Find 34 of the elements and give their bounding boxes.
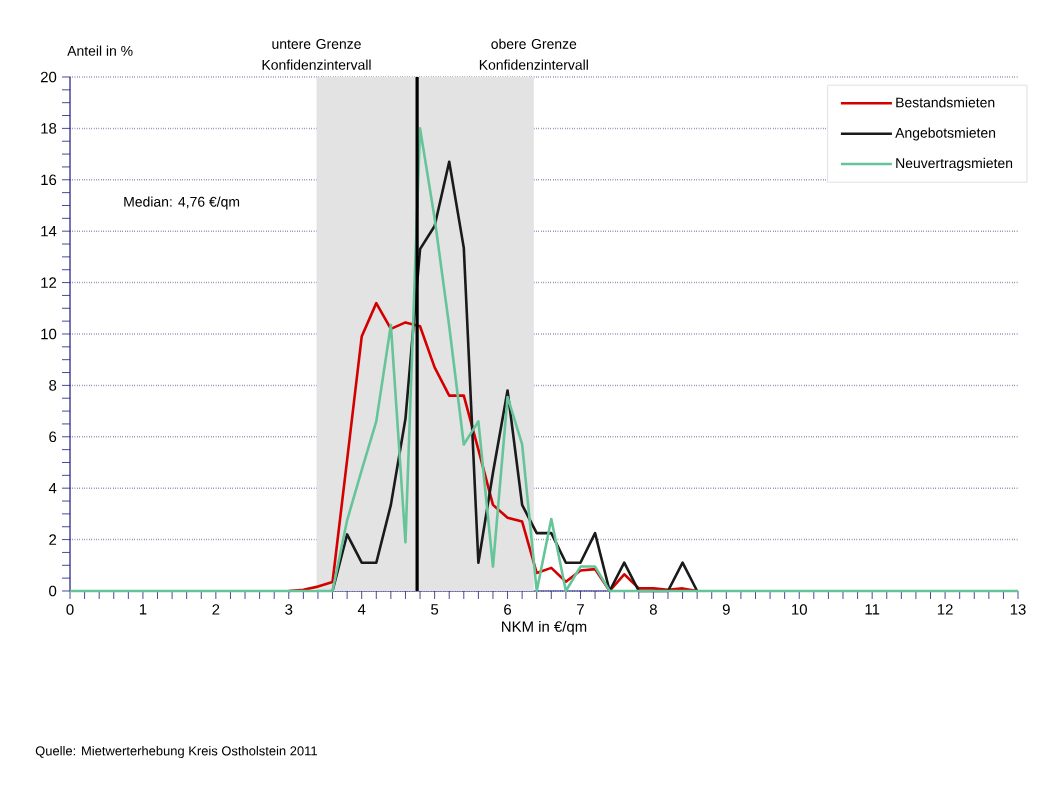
x-tick-label: 6 xyxy=(504,604,512,615)
annotation: untere Grenze Konfidenzintervall xyxy=(262,38,371,70)
y-axis-title: Anteil in % xyxy=(67,45,133,56)
x-tick-label: 7 xyxy=(577,604,584,615)
annotation: obere Grenze Konfidenzintervall xyxy=(479,38,588,70)
x-tick-label: 8 xyxy=(649,604,657,615)
legend-label: Bestandsmieten xyxy=(896,97,995,108)
x-tick-label: 10 xyxy=(792,604,807,615)
x-axis-title: NKM in €/qm xyxy=(502,620,587,635)
y-tick-label: 20 xyxy=(40,71,57,83)
x-tick-label: 4 xyxy=(357,604,366,615)
x-tick-label: 11 xyxy=(865,604,880,615)
y-tick-label: 14 xyxy=(41,226,57,237)
y-tick-label: 8 xyxy=(49,380,57,391)
y-tick-label: 10 xyxy=(41,328,57,340)
source-note: Quelle: Mietwerterhebung Kreis Ostholstein 2011 xyxy=(35,745,317,759)
y-tick-label: 18 xyxy=(41,123,57,134)
legend-label: Neuvertragsmieten xyxy=(896,157,1013,171)
legend-label: Angebotsmieten xyxy=(895,127,996,141)
y-tick-label: 0 xyxy=(49,585,57,597)
annotation: Median: 4,76 €/qm xyxy=(124,196,240,210)
x-tick-label: 3 xyxy=(285,604,293,615)
y-tick-label: 12 xyxy=(41,277,57,288)
x-tick-label: 5 xyxy=(431,604,439,615)
x-tick-label: 9 xyxy=(722,604,730,615)
y-tick-label: 16 xyxy=(41,174,57,186)
x-tick-label: 12 xyxy=(937,604,953,615)
x-tick-label: 0 xyxy=(66,604,74,615)
y-tick-label: 4 xyxy=(48,483,57,494)
y-tick-label: 2 xyxy=(49,534,57,545)
x-tick-label: 2 xyxy=(212,604,220,615)
x-tick-label: 1 xyxy=(139,604,147,615)
x-tick-label: 13 xyxy=(1010,604,1026,615)
y-tick-label: 6 xyxy=(49,431,57,443)
